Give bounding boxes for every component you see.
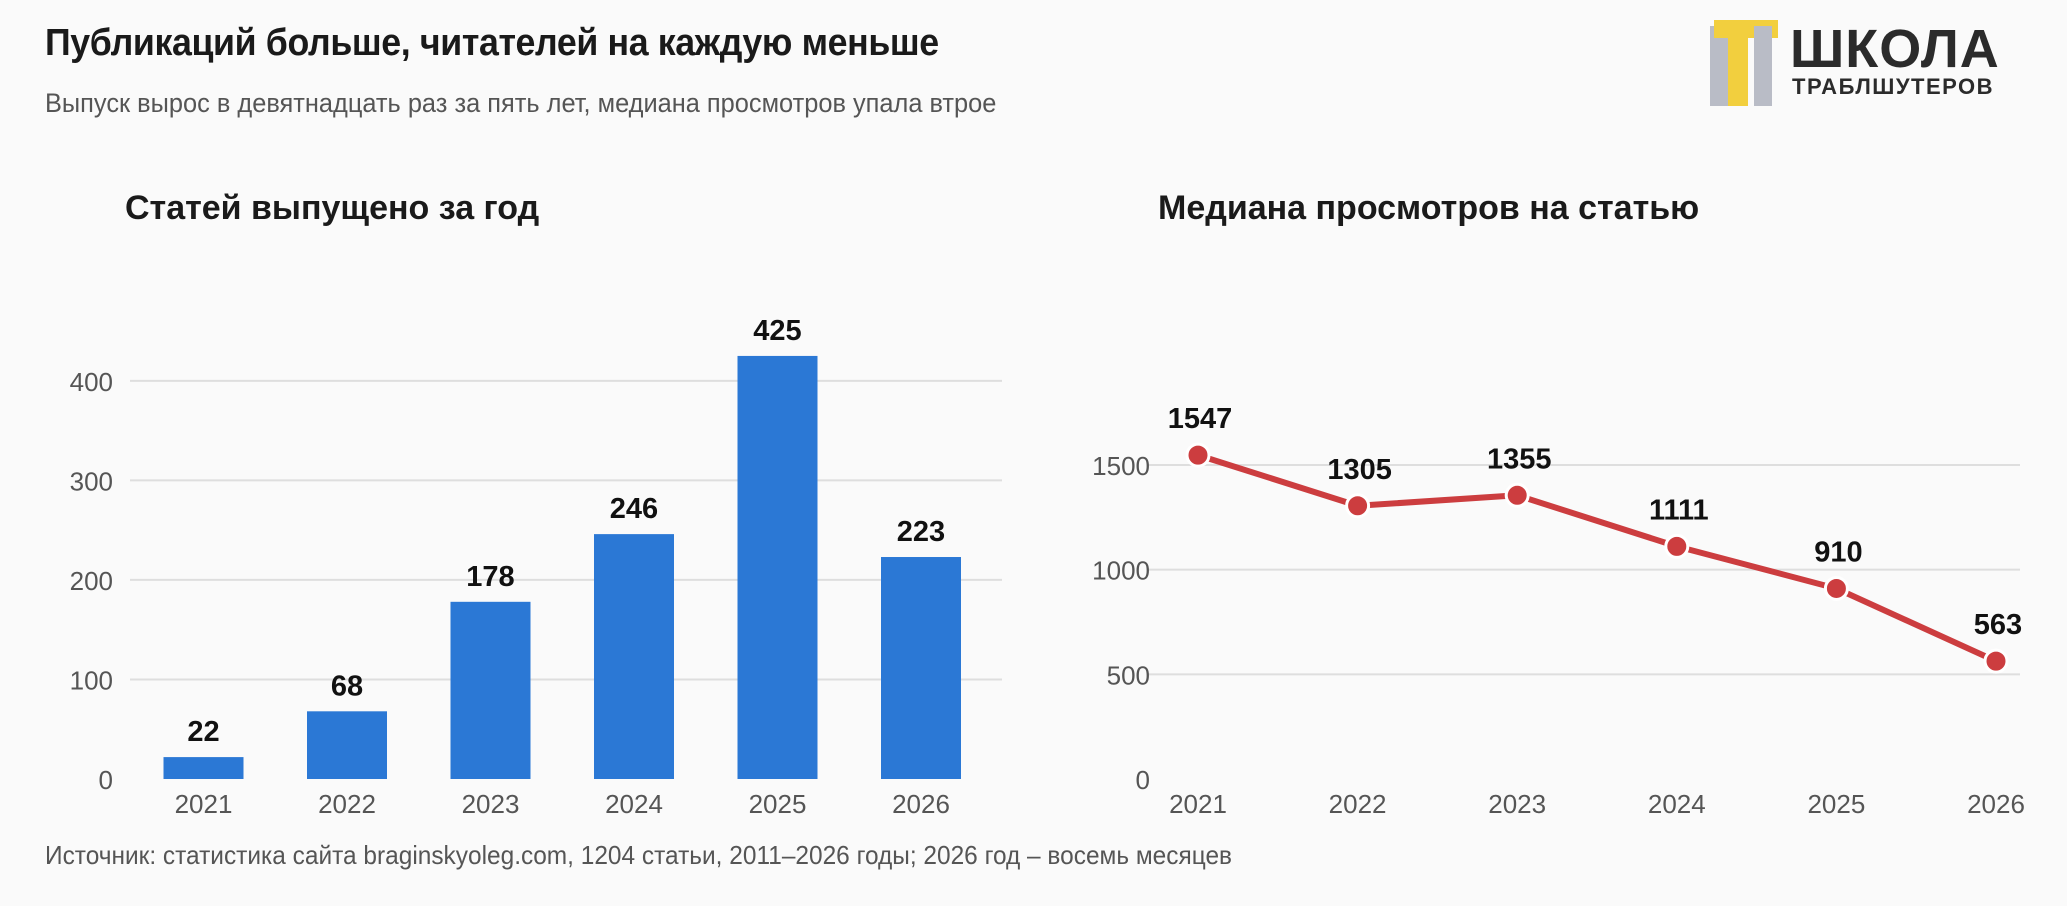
bar-x-tick-label: 2023 xyxy=(462,789,520,819)
line-y-tick-label: 1500 xyxy=(1092,451,1150,481)
bar-data-label: 223 xyxy=(897,516,945,548)
bar-y-tick-label: 300 xyxy=(70,466,113,496)
line-chart-x-axis: 2021 2022 2023 2024 2025 2026 xyxy=(1169,789,2025,819)
bar-x-tick-label: 2021 xyxy=(175,789,233,819)
bar xyxy=(737,355,818,779)
line-data-label: 910 xyxy=(1814,536,1862,568)
bar-data-label: 246 xyxy=(610,493,658,525)
line-x-tick-label: 2025 xyxy=(1807,789,1865,819)
bar-x-tick-label: 2024 xyxy=(605,789,663,819)
bar-y-tick-label: 400 xyxy=(70,367,113,397)
line-chart-title: Медиана просмотров на статью xyxy=(1158,189,1699,227)
logo: ШКОЛА ТРАБЛШУТЕРОВ xyxy=(1710,20,2010,108)
line-point xyxy=(1823,575,1849,601)
line-x-tick-label: 2022 xyxy=(1329,789,1387,819)
page-subtitle: Выпуск вырос в девятнадцать раз за пять … xyxy=(45,88,997,118)
logo-wordmark: ШКОЛА xyxy=(1790,19,2000,79)
bar-data-label: 178 xyxy=(466,561,514,593)
line-chart-grid xyxy=(1148,463,2020,676)
line-point xyxy=(1504,482,1530,508)
line-chart-series xyxy=(1195,452,1999,665)
bar-x-tick-label: 2022 xyxy=(318,789,376,819)
bar xyxy=(594,534,674,779)
logo-mark-icon xyxy=(1710,20,1778,106)
line-series xyxy=(1195,452,1999,665)
bar-chart-bars xyxy=(163,355,961,779)
bar-chart-data-labels: 22 68 178 246 425 223 xyxy=(187,315,945,748)
line-x-tick-label: 2024 xyxy=(1648,789,1706,819)
line-x-tick-label: 2026 xyxy=(1967,789,2025,819)
bar xyxy=(163,757,244,779)
line-data-label: 1355 xyxy=(1487,443,1552,475)
bar-data-label: 68 xyxy=(331,670,363,702)
line-data-label: 1111 xyxy=(1649,494,1709,526)
line-chart: Медиана просмотров на статью 0 500 1000 150… xyxy=(1092,189,2025,819)
line-y-tick-label: 1000 xyxy=(1092,556,1150,586)
bar xyxy=(307,711,387,779)
line-point xyxy=(1983,648,2009,674)
bar-data-label: 22 xyxy=(187,716,219,748)
page-title: Публикаций больше, читателей на каждую м… xyxy=(45,22,939,64)
bar xyxy=(881,557,961,779)
bar-x-tick-label: 2026 xyxy=(892,789,950,819)
bar-chart-y-axis: 0 100 200 300 400 xyxy=(70,367,113,795)
bar-chart-x-axis: 2021 2022 2023 2024 2025 2026 xyxy=(175,789,950,819)
bar-y-tick-label: 100 xyxy=(70,665,113,695)
bar-y-tick-label: 0 xyxy=(99,765,113,795)
line-data-label: 563 xyxy=(1974,609,2022,641)
bar-x-tick-label: 2025 xyxy=(749,789,807,819)
line-chart-data-labels: 1547 1305 1355 1111 910 563 xyxy=(1168,403,2022,641)
line-y-tick-label: 0 xyxy=(1136,765,1150,795)
line-x-tick-label: 2021 xyxy=(1169,789,1227,819)
line-point xyxy=(1185,442,1211,468)
line-x-tick-label: 2023 xyxy=(1488,789,1546,819)
line-point xyxy=(1345,493,1371,519)
line-point xyxy=(1664,533,1690,559)
line-chart-y-axis: 0 500 1000 1500 xyxy=(1092,451,1150,795)
line-data-label: 1305 xyxy=(1327,454,1392,486)
bar-chart-grid xyxy=(130,379,1002,681)
bar-data-label: 425 xyxy=(753,315,801,347)
line-y-tick-label: 500 xyxy=(1107,660,1150,690)
source-note: Источник: статистика сайта braginskyoleg… xyxy=(45,840,1233,870)
bar xyxy=(450,601,531,779)
bar-y-tick-label: 200 xyxy=(70,566,113,596)
bar-chart: Статей выпущено за год 0 100 200 300 400 22 6… xyxy=(70,189,1002,819)
logo-subtitle: ТРАБЛШУТЕРОВ xyxy=(1792,74,1995,99)
line-chart-points xyxy=(1185,442,2009,674)
bar-chart-title: Статей выпущено за год xyxy=(125,189,539,227)
line-data-label: 1547 xyxy=(1168,403,1233,435)
